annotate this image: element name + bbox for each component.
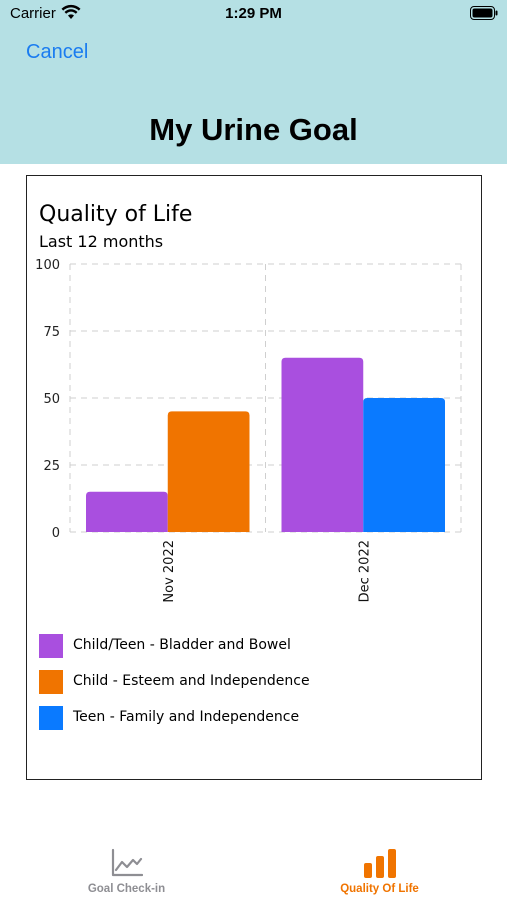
bar <box>363 398 445 532</box>
tab-quality-of-life[interactable]: Quality Of Life <box>253 836 506 900</box>
status-time: 1:29 PM <box>225 5 282 22</box>
x-tick-label: Dec 2022 <box>357 540 372 602</box>
legend-label: Teen - Family and Independence <box>73 709 300 725</box>
tab-label-goal-check-in: Goal Check-in <box>87 883 166 895</box>
page-title: My Urine Goal <box>149 112 358 147</box>
y-tick-label: 0 <box>52 526 60 541</box>
wifi-icon <box>61 4 81 19</box>
bar-chart: 0 25 50 75 100 Nov 2022 Dec 2022 <box>35 258 462 603</box>
legend-swatch <box>39 634 63 658</box>
carrier-label: Carrier <box>10 5 56 22</box>
bar <box>281 357 364 532</box>
y-tick-label: 50 <box>43 392 60 407</box>
tab-goal-check-in[interactable]: Goal Check-in <box>0 836 253 900</box>
y-tick-label: 25 <box>43 459 60 474</box>
header: Carrier 1:29 PM Cancel My Urine Goal <box>0 0 507 164</box>
bar <box>86 491 168 532</box>
line-chart-icon <box>111 848 143 877</box>
chart-title: Quality of Life <box>39 202 193 227</box>
status-bar: Carrier 1:29 PM <box>0 0 507 28</box>
y-tick-label: 100 <box>35 258 60 273</box>
tab-label-quality-of-life: Quality Of Life <box>340 883 419 895</box>
legend-swatch <box>39 670 63 694</box>
chart-card: Quality of Life Last 12 months 0 25 50 75 10… <box>26 175 482 780</box>
bar-chart-icon <box>364 849 396 878</box>
legend-label: Child - Esteem and Independence <box>73 673 310 689</box>
y-tick-label: 75 <box>43 325 60 340</box>
bar <box>167 411 250 532</box>
chart-subtitle: Last 12 months <box>39 232 164 251</box>
tab-bar: Goal Check-in Quality Of Life <box>0 836 507 900</box>
x-tick-label: Nov 2022 <box>162 540 177 603</box>
cancel-button[interactable]: Cancel <box>26 41 89 63</box>
battery-icon <box>470 6 498 20</box>
legend-label: Child/Teen - Bladder and Bowel <box>73 637 291 653</box>
legend-swatch <box>39 706 63 730</box>
